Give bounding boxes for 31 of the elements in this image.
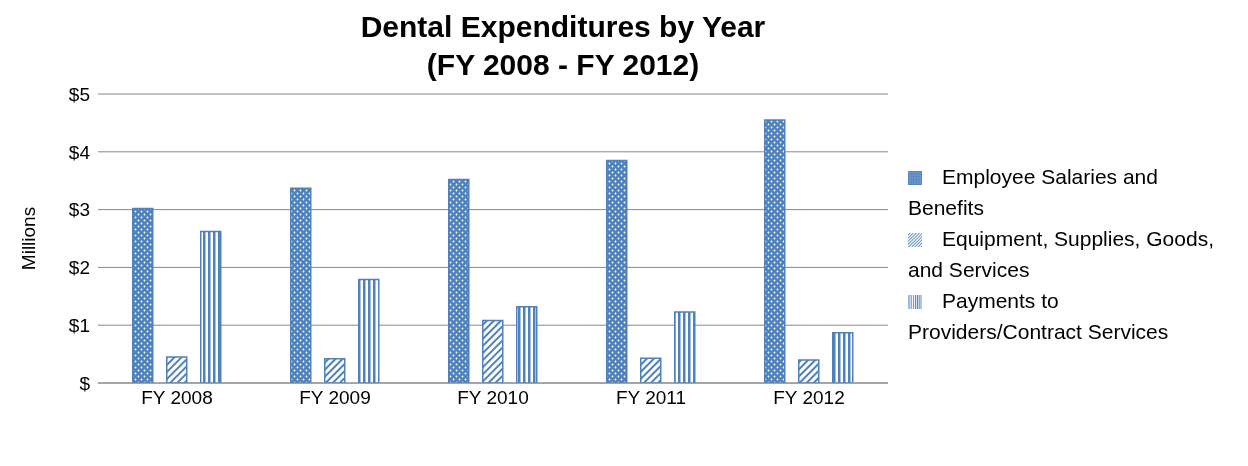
y-tick-label: $2 xyxy=(68,257,90,279)
bar xyxy=(166,356,188,383)
bar xyxy=(132,207,154,383)
bar xyxy=(358,278,380,383)
bar xyxy=(200,230,222,383)
bar xyxy=(832,331,854,383)
bar xyxy=(606,159,628,383)
bar xyxy=(764,119,786,383)
x-tick-label: FY 2008 xyxy=(141,387,213,409)
x-tick-label: FY 2011 xyxy=(615,387,687,409)
legend-label: Equipment, Supplies, Goods, and Services xyxy=(908,227,1214,281)
bar xyxy=(448,178,470,383)
legend-label: Employee Salaries and Benefits xyxy=(908,165,1158,219)
legend-label: Payments to Providers/Contract Services xyxy=(908,289,1169,343)
y-tick-label: $ xyxy=(79,372,91,394)
bar xyxy=(674,311,696,383)
bar xyxy=(516,305,538,383)
bar xyxy=(482,319,504,383)
y-tick-label: $4 xyxy=(68,141,91,163)
chart-title: Dental Expenditures by Year (FY 2008 - FY 2012) xyxy=(359,9,767,83)
y-tick-label: $1 xyxy=(68,314,90,336)
y-tick-label: $3 xyxy=(68,199,90,221)
y-axis-title: Millions xyxy=(17,206,39,271)
bar xyxy=(640,357,662,383)
x-tick-label: FY 2009 xyxy=(299,387,371,409)
x-tick-label: FY 2012 xyxy=(773,387,845,409)
bar xyxy=(324,357,346,383)
y-tick-label: $5 xyxy=(68,83,90,105)
bar xyxy=(290,187,312,383)
x-tick-label: FY 2010 xyxy=(457,387,529,409)
bar xyxy=(798,359,820,383)
